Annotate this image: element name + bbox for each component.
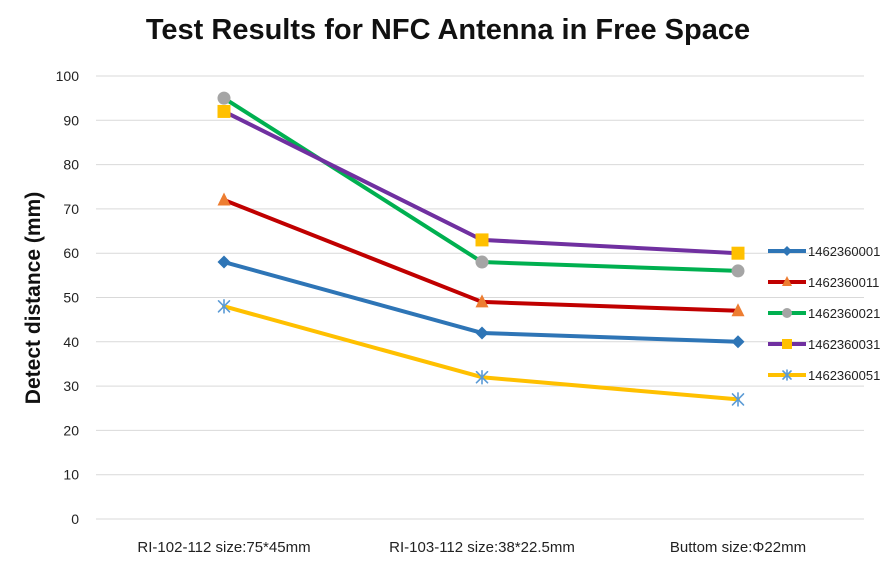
legend-label: 1462360051 [808,368,880,383]
legend-item: 1462360021 [768,306,880,321]
data-point-marker [731,264,745,278]
x-tick-label: Buttom size:Φ22mm [670,539,806,556]
legend-label: 1462360021 [808,306,880,321]
chart-title: Test Results for NFC Antenna in Free Spa… [146,14,750,46]
x-tick-label: RI-102-112 size:75*45mm [137,539,310,556]
y-tick-label: 70 [63,201,79,217]
legend: 1462360001 1462360011 1462360021 1462360031… [768,244,880,383]
series-1462360011 [217,192,745,317]
series-line [222,198,740,313]
legend-marker [782,308,792,318]
y-axis-ticks: 0 10 20 30 40 50 60 70 80 90 100 [56,68,80,527]
data-point-marker [217,91,231,105]
y-tick-label: 60 [63,245,79,261]
legend-marker [782,276,792,286]
legend-item: 1462360051 [768,368,880,383]
legend-marker [782,339,792,349]
y-tick-label: 40 [63,334,79,350]
data-point-marker [217,255,231,269]
data-point-marker [217,104,231,118]
data-point-marker [731,335,745,349]
gridlines [96,75,864,520]
legend-marker [782,369,792,381]
series-1462360051 [217,299,745,407]
x-tick-label: RI-103-112 size:38*22.5mm [389,539,575,556]
series-1462360031 [217,104,745,260]
series-layer [217,91,745,407]
data-point-marker [731,392,745,407]
y-tick-label: 30 [63,378,79,394]
y-tick-label: 0 [71,511,79,527]
data-point-marker [731,246,745,260]
series-line [222,304,740,402]
data-point-marker [731,303,745,317]
data-point-marker [475,369,489,385]
data-point-marker [217,299,231,314]
y-tick-label: 20 [63,422,79,438]
legend-label: 1462360011 [808,275,879,290]
legend-item: 1462360001 [768,244,880,259]
y-tick-label: 80 [63,157,79,173]
legend-label: 1462360001 [808,244,880,259]
data-point-marker [217,192,231,206]
data-point-marker [475,326,489,340]
data-point-marker [475,294,489,308]
y-tick-label: 100 [56,68,80,84]
y-tick-label: 90 [63,112,79,128]
legend-marker [782,246,792,256]
x-axis-labels: RI-102-112 size:75*45mm RI-103-112 size:3… [137,539,806,556]
data-point-marker [475,233,489,247]
y-axis-label: Detect distance (mm) [22,192,45,404]
legend-item: 1462360011 [768,275,879,290]
y-tick-label: 10 [63,467,79,483]
legend-label: 1462360031 [808,337,880,352]
data-point-marker [475,255,489,269]
series-1462360001 [217,255,745,349]
y-tick-label: 50 [63,290,79,306]
legend-item: 1462360031 [768,337,880,352]
